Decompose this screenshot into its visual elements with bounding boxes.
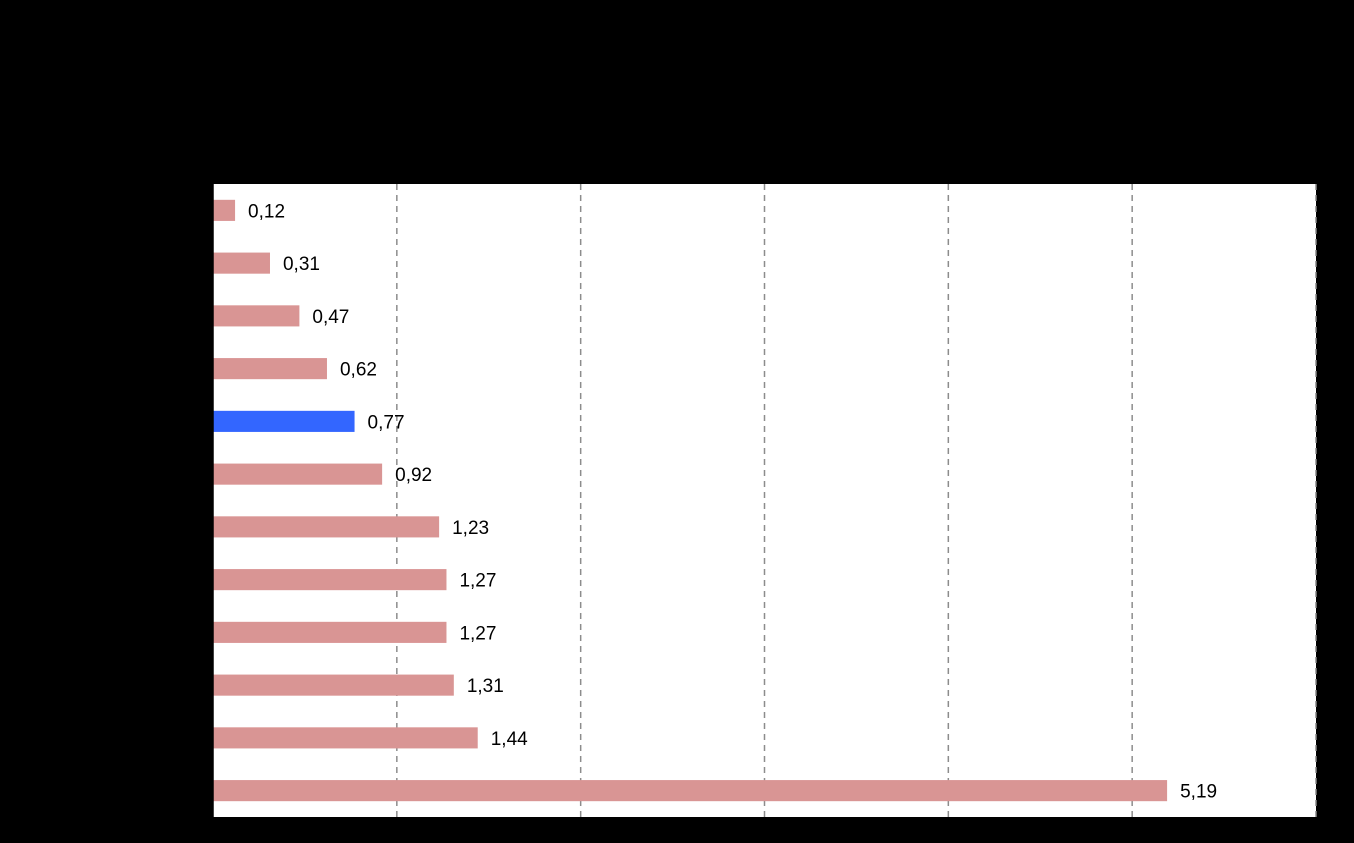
plot-area [213,184,1316,817]
bar [213,410,355,432]
bar [213,727,478,749]
bar-value-label: 0,12 [248,201,285,222]
bar [213,463,383,485]
bar [213,674,454,696]
bar-value-label: 1,31 [467,676,504,697]
bar-value-label: 1,23 [452,518,489,539]
bar [213,621,447,643]
value-labels: 0,12 0,31 0,47 0,62 0,77 0,92 1,23 1,27 1,27 1,31… [248,201,1217,802]
bar [213,305,300,327]
bar-value-label: 0,62 [340,360,377,381]
bar-value-label: 0,47 [312,307,349,328]
bar-value-label: 5,19 [1180,782,1217,803]
bar-value-label: 1,44 [491,729,528,750]
bar-value-label: 0,77 [368,412,405,433]
bar [213,358,327,380]
bar [213,252,270,274]
y-axis-ticks [207,183,213,818]
bar [213,199,236,221]
bars [213,199,1168,802]
bar-value-label: 1,27 [459,571,496,592]
bar-value-label: 0,31 [283,254,320,275]
bar-value-label: 0,92 [395,465,432,486]
bar [213,569,447,591]
bar [213,516,440,538]
bar-value-label: 1,27 [459,623,496,644]
bar [213,780,1168,802]
